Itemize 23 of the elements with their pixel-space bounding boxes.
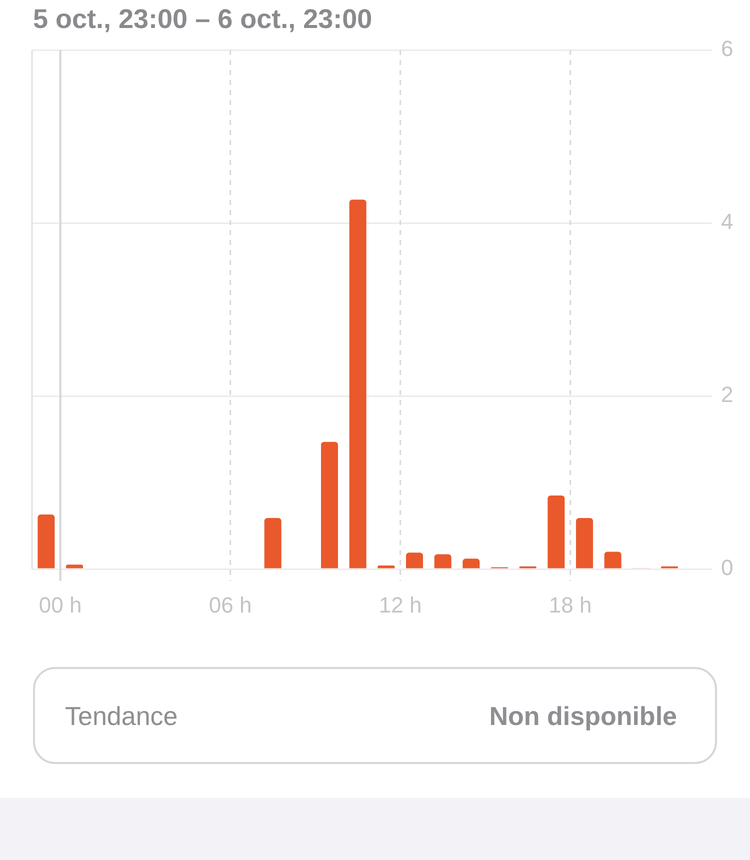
- bar: [264, 518, 282, 568]
- bar: [66, 564, 83, 568]
- bar: [576, 518, 593, 568]
- y-tick-label: 4: [721, 209, 734, 234]
- x-tick-label: 00 h: [38, 592, 82, 618]
- text: Tendance: [65, 701, 178, 731]
- bar: [406, 552, 423, 568]
- bar: [434, 554, 452, 568]
- bar: [321, 442, 338, 568]
- x-tick-label: 06 h: [208, 592, 252, 618]
- bar: [548, 495, 565, 568]
- y-tick-label: 6: [721, 36, 734, 62]
- y-tick-label: 0: [721, 555, 734, 580]
- x-tick-label: 12 h: [378, 592, 422, 618]
- bar: [604, 552, 622, 568]
- chart-title: 5 oct., 23:00 – 6 oct., 23:00: [33, 3, 372, 36]
- bar: [38, 514, 55, 568]
- bar: [378, 566, 395, 568]
- y-tick-label: 2: [721, 382, 734, 408]
- x-tick-label: 18 h: [548, 592, 592, 618]
- text: Non disponible: [489, 701, 677, 731]
- bar: [462, 558, 480, 568]
- bar: [349, 200, 366, 568]
